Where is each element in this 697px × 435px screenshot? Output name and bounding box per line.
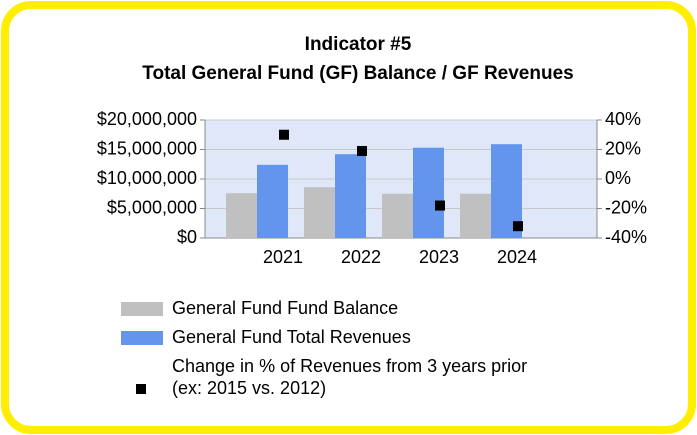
x-tick-label: 2021 [263, 247, 303, 267]
bar [460, 193, 491, 238]
y-tick-label: $20,000,000 [97, 109, 197, 129]
bar [413, 147, 444, 238]
y-tick-label: $15,000,000 [97, 138, 197, 158]
marker [435, 200, 445, 211]
x-tick-label: 2024 [497, 247, 537, 267]
legend-swatch [121, 331, 163, 345]
legend-label: (ex: 2015 vs. 2012) [172, 378, 326, 398]
y2-tick-label: -20% [605, 197, 647, 217]
y2-tick-label: 40% [605, 109, 641, 129]
y2-tick-label: 0% [605, 168, 631, 188]
marker [513, 221, 523, 232]
x-tick-label: 2023 [419, 247, 459, 267]
legend-label: Change in % of Revenues from 3 years pri… [172, 356, 527, 376]
legend-marker [136, 384, 146, 394]
marker [357, 145, 367, 156]
legend-label: General Fund Fund Balance [172, 298, 398, 318]
y-tick-label: $10,000,000 [97, 168, 197, 188]
y2-tick-label: 20% [605, 138, 641, 158]
bar [257, 164, 288, 238]
legend-label: General Fund Total Revenues [172, 327, 411, 347]
y-tick-label: $0 [177, 227, 197, 247]
x-tick-label: 2022 [341, 247, 381, 267]
chart-title: Indicator #5 [305, 34, 412, 55]
legend-swatch [121, 302, 163, 316]
bar [382, 193, 413, 238]
bar [304, 187, 335, 238]
marker [279, 129, 289, 140]
chart-subtitle: Total General Fund (GF) Balance / GF Rev… [142, 63, 573, 84]
y2-tick-label: -40% [605, 227, 647, 247]
bar [335, 154, 366, 238]
bar [226, 193, 257, 238]
y-tick-label: $5,000,000 [107, 197, 197, 217]
